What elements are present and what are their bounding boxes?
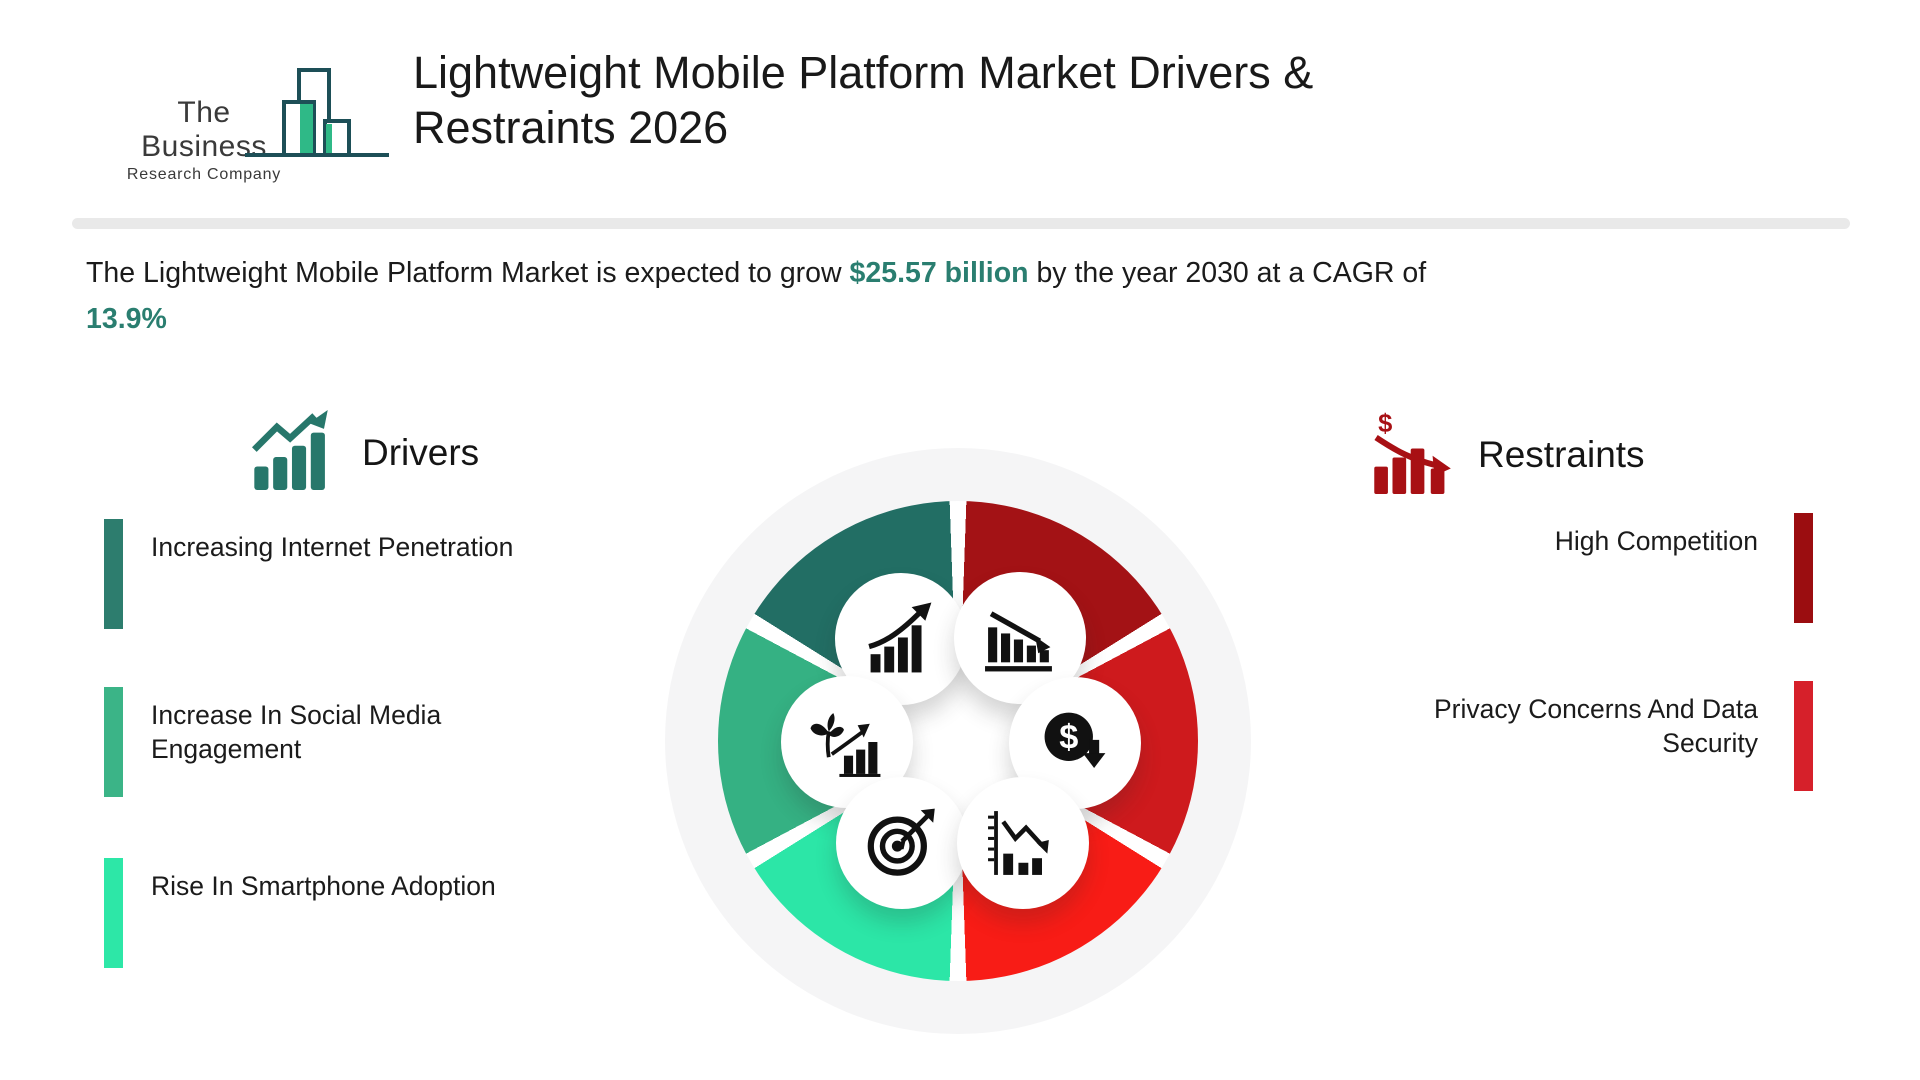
summary-value: $25.57 billion bbox=[849, 257, 1029, 289]
restraints-decline-icon: $ bbox=[1374, 412, 1451, 494]
page-title-line1: Lightweight Mobile Platform Market Drive… bbox=[413, 47, 1314, 98]
brand-logo-icon bbox=[245, 68, 389, 157]
svg-text:$: $ bbox=[1378, 412, 1392, 438]
driver-label: Rise In Smartphone Adoption bbox=[151, 871, 496, 901]
driver-item: Increase In Social Media Engagement bbox=[104, 687, 581, 797]
restraint-label: Privacy Concerns And Data Security bbox=[1433, 694, 1758, 758]
restraint-item: High Competition bbox=[1358, 513, 1813, 623]
driver-item: Increasing Internet Penetration bbox=[104, 519, 581, 629]
driver-bar bbox=[104, 687, 123, 797]
drivers-growth-icon bbox=[252, 410, 328, 490]
brand-subname: Research Company bbox=[126, 166, 282, 183]
chart-decline-icon bbox=[957, 777, 1089, 909]
brand-name: The Business bbox=[141, 96, 267, 163]
summary-cagr: 13.9% bbox=[86, 303, 167, 336]
restraint-label: High Competition bbox=[1554, 526, 1758, 556]
market-summary: The Lightweight Mobile Platform Market i… bbox=[86, 250, 1646, 342]
summary-text-before: The Lightweight Mobile Platform Market i… bbox=[86, 257, 850, 289]
page-title: Lightweight Mobile Platform Market Drive… bbox=[413, 46, 1613, 156]
driver-label: Increasing Internet Penetration bbox=[151, 532, 514, 562]
restraints-heading: Restraints bbox=[1478, 434, 1645, 475]
page-title-line2: Restraints 2026 bbox=[413, 101, 729, 153]
restraint-bar bbox=[1794, 513, 1813, 623]
drivers-heading: Drivers bbox=[362, 432, 480, 473]
driver-item: Rise In Smartphone Adoption bbox=[104, 858, 581, 968]
summary-text-middle: by the year 2030 at a CAGR of bbox=[1028, 257, 1427, 289]
target-arrow-icon bbox=[836, 777, 968, 909]
restraint-item: Privacy Concerns And Data Security bbox=[1358, 681, 1813, 791]
driver-bar bbox=[104, 519, 123, 629]
brand-logo-text: The Business Research Company bbox=[120, 96, 288, 184]
driver-bar bbox=[104, 858, 123, 968]
header-divider bbox=[72, 218, 1850, 229]
svg-text:$: $ bbox=[1059, 718, 1078, 756]
driver-label: Increase In Social Media Engagement bbox=[151, 700, 442, 764]
restraint-bar bbox=[1794, 681, 1813, 791]
